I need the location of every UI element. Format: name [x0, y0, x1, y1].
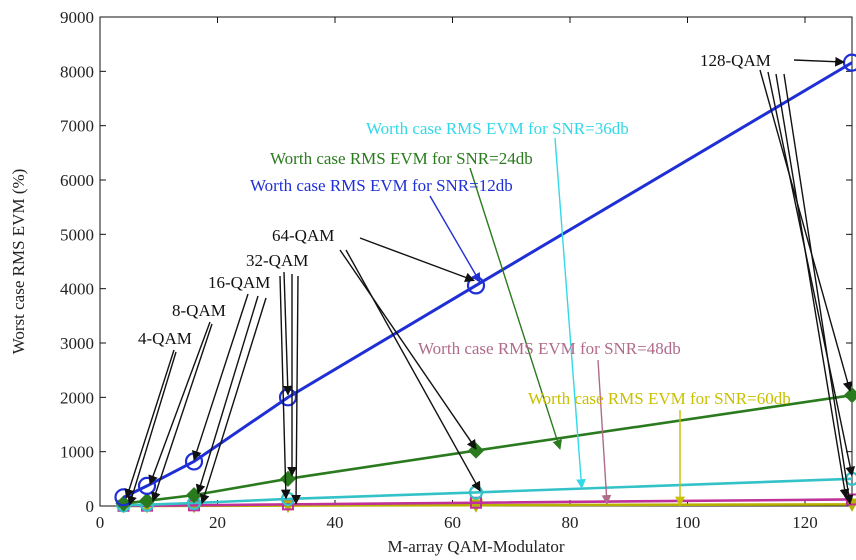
arrow-32qam-d	[291, 275, 301, 505]
arrow-128qam-d	[775, 73, 850, 499]
arrow-64qam-b	[339, 249, 477, 450]
annotation-snr36: Worth case RMS EVM for SNR=36db	[366, 119, 629, 138]
arrow-4qam-a	[124, 349, 175, 499]
annotation-snr60: Worth case RMS EVM for SNR=60db	[528, 389, 791, 408]
arrow-16qam-b	[195, 295, 259, 495]
y-tick-label: 8000	[60, 62, 94, 81]
arrow-16qam-c	[199, 297, 267, 505]
series-line	[123, 393, 853, 505]
data-point	[467, 442, 485, 459]
x-tick-label: 0	[96, 513, 105, 532]
arrow-8qam-a	[148, 321, 211, 486]
data-point	[279, 470, 297, 487]
arrow-32qam-c	[279, 275, 291, 500]
x-tick-label: 40	[327, 513, 344, 532]
annotation-arrow-snr36	[554, 137, 586, 490]
data-point	[843, 387, 856, 404]
arrow-128qam-e	[783, 73, 854, 505]
y-tick-label: 2000	[60, 388, 94, 407]
series-line	[122, 61, 853, 499]
label-4qam: 4-QAM	[138, 329, 192, 348]
label-64qam: 64-QAM	[272, 226, 334, 245]
annotation-snr12: Worth case RMS EVM for SNR=12db	[250, 176, 513, 195]
annotation-arrow-snr48	[597, 359, 612, 505]
plot-border	[99, 16, 853, 507]
x-tick-label: 100	[675, 513, 701, 532]
y-tick-label: 4000	[60, 280, 94, 299]
axes: 0 20 40 60 80 100 120 0 1000 2000 3000 4000 5000 6000…	[60, 8, 852, 532]
y-axis-label: Worst case RMS EVM (%)	[9, 169, 28, 355]
annotation-layer: Worth case RMS EVM for SNR=36db Worth cas…	[124, 51, 855, 507]
x-tick-label: 120	[792, 513, 818, 532]
annotation-arrow-snr24	[469, 167, 562, 450]
arrow-128qam-a	[793, 56, 845, 67]
arrow-16qam-a	[192, 293, 249, 461]
x-tick-label: 60	[444, 513, 461, 532]
data-point	[137, 476, 157, 495]
x-tick-label: 20	[209, 513, 226, 532]
arrow-8qam-b	[151, 323, 213, 503]
x-tick-label: 80	[562, 513, 579, 532]
arrow-64qam-a	[359, 237, 475, 283]
arrow-4qam-b	[127, 351, 177, 506]
y-tick-label: 9000	[60, 8, 94, 27]
x-axis-label: M-array QAM-Modulator	[387, 537, 564, 556]
arrow-64qam-c	[345, 249, 481, 492]
annotation-snr24: Worth case RMS EVM for SNR=24db	[270, 149, 533, 168]
arrow-32qam-a	[282, 271, 293, 396]
y-tick-label: 7000	[60, 117, 94, 136]
annotation-snr48: Worth case RMS EVM for SNR=48db	[418, 339, 681, 358]
plot-frame	[99, 16, 853, 507]
y-tick-label: 6000	[60, 171, 94, 190]
label-8qam: 8-QAM	[172, 301, 226, 320]
label-32qam: 32-QAM	[246, 251, 308, 270]
annotation-arrow-snr12	[429, 195, 481, 283]
arrow-128qam-b	[759, 69, 853, 392]
y-tick-label: 3000	[60, 334, 94, 353]
series-layer	[114, 53, 856, 514]
label-128qam: 128-QAM	[700, 51, 771, 70]
y-tick-label: 0	[86, 497, 95, 516]
label-16qam: 16-QAM	[208, 273, 270, 292]
arrow-128qam-c	[767, 71, 855, 477]
y-tick-label: 1000	[60, 443, 94, 462]
y-tick-label: 5000	[60, 225, 94, 244]
